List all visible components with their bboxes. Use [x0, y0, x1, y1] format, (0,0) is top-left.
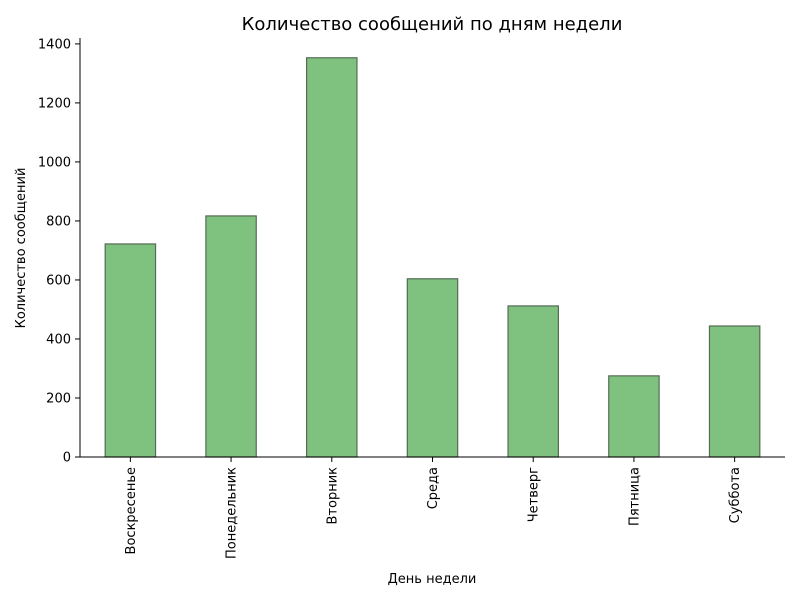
y-tick-label: 1200 [38, 96, 71, 111]
bar [507, 305, 560, 458]
bar [306, 57, 358, 458]
y-tick-label: 400 [46, 332, 71, 347]
x-tick-label: Воскресенье [124, 467, 139, 554]
bar [104, 243, 157, 458]
y-tick-label: 1400 [38, 37, 71, 52]
chart-title: Количество сообщений по дням недели [242, 14, 623, 35]
x-tick-label: Вторник [325, 467, 340, 525]
x-tick-label: Суббота [728, 467, 743, 523]
x-tick-label: Среда [426, 467, 441, 509]
bar [608, 375, 660, 458]
y-tick-label: 800 [46, 214, 71, 229]
y-tick-label: 600 [46, 273, 71, 288]
plot-area: 0 200 400 600 800 1000 1200 1400 Воскресенье Поне… [38, 37, 785, 559]
x-tick-label: Четверг [527, 467, 542, 522]
y-tick-label: 1000 [38, 155, 71, 170]
x-tick-label: Понедельник [225, 467, 240, 559]
y-axis-label: Количество сообщений [14, 168, 29, 329]
bar [205, 215, 257, 458]
bar [406, 278, 459, 458]
x-axis-label: День недели [388, 572, 477, 587]
x-tick-label: Пятница [627, 467, 642, 526]
y-tick-label: 0 [63, 451, 71, 466]
bar [708, 325, 761, 458]
y-tick-label: 200 [46, 391, 71, 406]
